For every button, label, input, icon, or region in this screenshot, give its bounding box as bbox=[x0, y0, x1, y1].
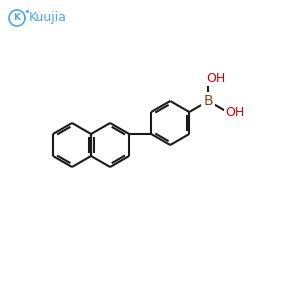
Text: Kuujia: Kuujia bbox=[29, 11, 67, 25]
Text: K: K bbox=[14, 14, 20, 22]
Text: OH: OH bbox=[207, 71, 226, 85]
Text: OH: OH bbox=[226, 106, 245, 119]
Text: B: B bbox=[203, 94, 213, 108]
